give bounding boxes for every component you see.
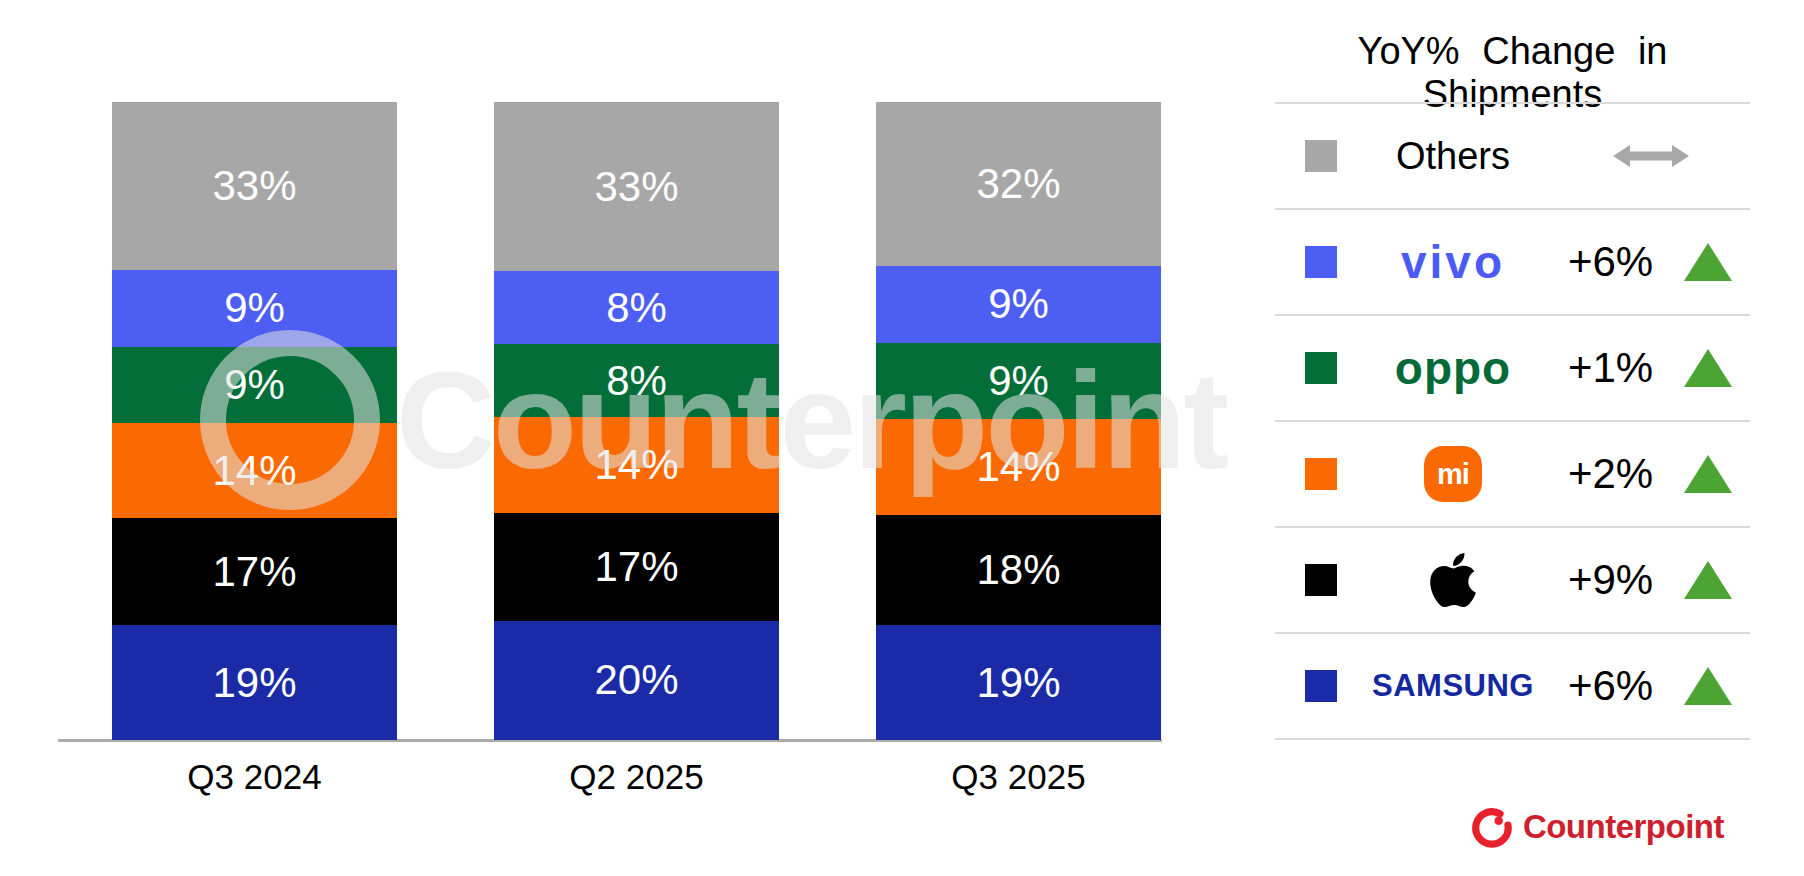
legend-row-samsung: SAMSUNG +6% — [1275, 632, 1750, 740]
bar-segment: 14% — [112, 423, 397, 519]
segment-value-label: 9% — [988, 360, 1049, 402]
x-axis-label: Q2 2025 — [494, 757, 779, 797]
segment-value-label: 14% — [594, 444, 678, 486]
xiaomi-logo-icon: mi — [1424, 446, 1482, 502]
yoy-change-value: +9% — [1553, 556, 1668, 604]
segment-value-label: 18% — [976, 549, 1060, 591]
legend-row-oppo: oppo +1% — [1275, 314, 1750, 420]
brand-swatch — [1305, 352, 1337, 384]
segment-value-label: 9% — [988, 283, 1049, 325]
yoy-change-value: +6% — [1553, 662, 1668, 710]
apple-logo — [1353, 549, 1553, 611]
legend-row-xiaomi: mi +2% — [1275, 420, 1750, 526]
bar-segment: 33% — [494, 102, 779, 271]
samsung-logo: SAMSUNG — [1353, 668, 1553, 704]
counterpoint-logo: Counterpoint — [1471, 804, 1724, 850]
segment-value-label: 19% — [976, 662, 1060, 704]
chart-canvas: { "legend": { "title": "YoY% Change in S… — [0, 0, 1804, 876]
flat-trend-arrow-icon — [1613, 143, 1689, 169]
yoy-change-value: +2% — [1553, 450, 1668, 498]
segment-value-label: 8% — [606, 287, 667, 329]
segment-value-label: 33% — [594, 166, 678, 208]
stacked-bar: 33% 9% 9% 14% 17% 19% — [112, 102, 397, 740]
counterpoint-logo-icon — [1471, 804, 1513, 850]
bar-segment: 14% — [494, 417, 779, 513]
bar-segment: 20% — [494, 621, 779, 740]
bar-segment: 8% — [494, 344, 779, 417]
up-trend-triangle-icon — [1684, 349, 1732, 387]
samsung-logo-text: SAMSUNG — [1372, 668, 1534, 704]
yoy-change-value: +1% — [1553, 344, 1668, 392]
x-axis-label: Q3 2024 — [112, 757, 397, 797]
yoy-change-value: +6% — [1553, 238, 1668, 286]
segment-value-label: 14% — [212, 450, 296, 492]
legend-row-vivo: vivo +6% — [1275, 208, 1750, 314]
brand-swatch — [1305, 140, 1337, 172]
bar-segment: 9% — [112, 347, 397, 423]
segment-value-label: 9% — [224, 287, 285, 329]
segment-value-label: 20% — [594, 659, 678, 701]
others-logo-text: Others — [1396, 135, 1510, 178]
brand-swatch — [1305, 564, 1337, 596]
brand-swatch — [1305, 458, 1337, 490]
stacked-bar: 33% 8% 8% 14% 17% 20% — [494, 102, 779, 740]
bar-segment: 32% — [876, 102, 1161, 266]
bar-segment: 18% — [876, 515, 1161, 626]
bar-segment: 9% — [112, 270, 397, 346]
vivo-logo-text: vivo — [1401, 235, 1505, 289]
up-trend-triangle-icon — [1684, 243, 1732, 281]
segment-value-label: 33% — [212, 165, 296, 207]
segment-value-label: 9% — [224, 364, 285, 406]
up-trend-triangle-icon — [1684, 667, 1732, 705]
oppo-logo: oppo — [1353, 341, 1553, 395]
segment-value-label: 17% — [594, 546, 678, 588]
apple-logo-icon — [1429, 549, 1477, 611]
bar-segment: 17% — [494, 513, 779, 621]
brand-swatch — [1305, 670, 1337, 702]
bar-segment: 9% — [876, 266, 1161, 342]
xiaomi-logo: mi — [1353, 446, 1553, 502]
others-logo: Others — [1353, 135, 1553, 178]
segment-value-label: 32% — [976, 163, 1060, 205]
segment-value-label: 14% — [976, 446, 1060, 488]
up-trend-triangle-icon — [1684, 561, 1732, 599]
bar-segment: 14% — [876, 419, 1161, 515]
segment-value-label: 19% — [212, 662, 296, 704]
bar-segment: 19% — [876, 625, 1161, 740]
segment-value-label: 17% — [212, 551, 296, 593]
legend-row-apple: +9% — [1275, 526, 1750, 632]
up-trend-triangle-icon — [1684, 455, 1732, 493]
x-axis-label: Q3 2025 — [876, 757, 1161, 797]
bar-segment: 8% — [494, 271, 779, 344]
oppo-logo-text: oppo — [1395, 341, 1511, 395]
counterpoint-wordmark: Counterpoint — [1523, 808, 1724, 846]
bar-segment: 33% — [112, 102, 397, 270]
segment-value-label: 8% — [606, 360, 667, 402]
brand-swatch — [1305, 246, 1337, 278]
bar-segment: 17% — [112, 518, 397, 625]
bar-segment: 9% — [876, 343, 1161, 419]
vivo-logo: vivo — [1353, 235, 1553, 289]
legend-panel: Others vivo +6% oppo +1% mi +2% +9% SAMSUNG +6% — [1275, 102, 1750, 740]
xiaomi-logo-text: mi — [1437, 458, 1469, 491]
bar-segment: 19% — [112, 625, 397, 740]
legend-row-others: Others — [1275, 102, 1750, 208]
stacked-bar: 32% 9% 9% 14% 18% 19% — [876, 102, 1161, 740]
